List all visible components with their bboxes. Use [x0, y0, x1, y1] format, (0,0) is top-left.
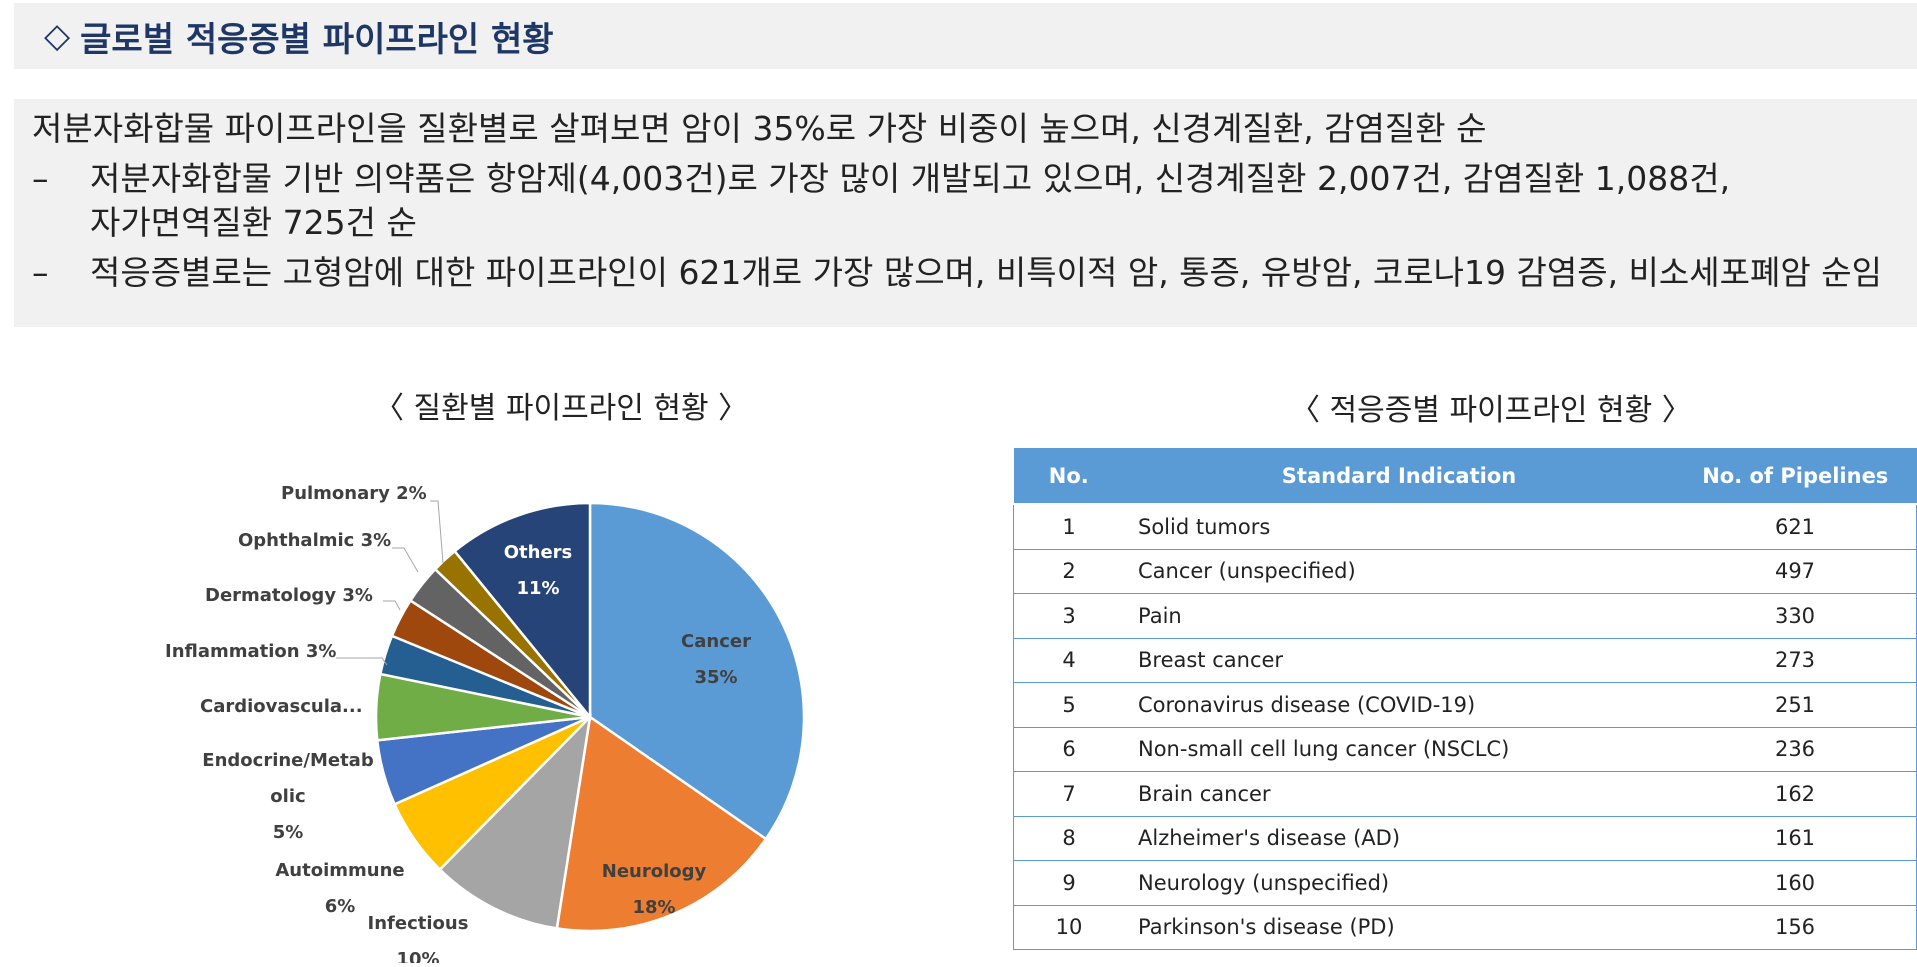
- pie-label-endocrine: Endocrine/Metab: [202, 750, 374, 771]
- pie-label-autoimmune-pct: 6%: [325, 896, 356, 917]
- row-pipelines: 330: [1674, 593, 1917, 639]
- row-number: 7: [1013, 771, 1124, 817]
- pie-label-ophthalmic: Ophthalmic 3%: [238, 530, 391, 551]
- row-number: 10: [1013, 905, 1124, 950]
- summary-box: 저분자화합물 파이프라인을 질환별로 살펴보면 암이 35%로 가장 비중이 높…: [14, 99, 1917, 327]
- row-indication: Neurology (unspecified): [1124, 860, 1674, 906]
- row-number: 3: [1013, 593, 1124, 639]
- table-row: 10 Parkinson's disease (PD) 156: [1013, 905, 1917, 950]
- pie-slice-neurology: [555, 714, 768, 933]
- row-indication: Coronavirus disease (COVID-19): [1124, 682, 1674, 728]
- row-pipelines: 156: [1674, 905, 1917, 950]
- bullet-line: 자가면역질환 725건 순: [90, 203, 417, 242]
- row-pipelines: 621: [1674, 504, 1917, 550]
- row-number: 9: [1013, 860, 1124, 906]
- table-row: 1 Solid tumors 621: [1013, 504, 1917, 550]
- row-number: 6: [1013, 727, 1124, 772]
- bullet-dash: –: [32, 253, 49, 292]
- table-row: 9 Neurology (unspecified) 160: [1013, 860, 1917, 906]
- pie-label-neurology: Neurology: [602, 861, 707, 882]
- summary-bullet: – 저분자화합물 기반 의약품은 항암제(4,003건)로 가장 많이 개발되고…: [32, 157, 1917, 245]
- pie-label-neurology-pct: 18%: [632, 897, 675, 918]
- row-indication: Pain: [1124, 593, 1674, 639]
- row-indication: Solid tumors: [1124, 504, 1674, 550]
- bullet-line: 저분자화합물 기반 의약품은 항암제(4,003건)로 가장 많이 개발되고 있…: [90, 159, 1731, 198]
- diamond-icon: ◇: [44, 16, 71, 56]
- pie-label-infectious-pct: 10%: [396, 949, 439, 963]
- pie-label-autoimmune: Autoimmune: [275, 860, 404, 881]
- col-header-indication: Standard Indication: [1124, 448, 1674, 505]
- pie-label-dermatology: Dermatology 3%: [205, 585, 373, 606]
- row-number: 2: [1013, 549, 1124, 594]
- pie-label-cardiovascular: Cardiovascula...: [200, 696, 363, 717]
- pie-label-others-pct: 11%: [516, 578, 559, 599]
- pie-label-inflammation: Inflammation 3%: [165, 641, 336, 662]
- leader-line: [336, 657, 388, 666]
- row-indication: Parkinson's disease (PD): [1124, 905, 1674, 950]
- pie-label-endocrine-pct: 5%: [273, 822, 304, 843]
- page-header: ◇ 글로벌 적응증별 파이프라인 현황: [14, 3, 1917, 69]
- table-row: 5 Coronavirus disease (COVID-19) 251: [1013, 682, 1917, 728]
- pie-label-cancer-pct: 35%: [694, 667, 737, 688]
- row-pipelines: 160: [1674, 860, 1917, 906]
- table-row: 6 Non-small cell lung cancer (NSCLC) 236: [1013, 727, 1917, 772]
- row-pipelines: 161: [1674, 816, 1917, 861]
- row-number: 4: [1013, 638, 1124, 683]
- row-indication: Alzheimer's disease (AD): [1124, 816, 1674, 861]
- indication-table: No. Standard Indication No. of Pipelines…: [1013, 448, 1917, 950]
- col-header-pipelines: No. of Pipelines: [1674, 448, 1917, 505]
- row-number: 8: [1013, 816, 1124, 861]
- pie-chart-caption: 〈 질환별 파이프라인 현황 〉: [374, 391, 749, 426]
- row-indication: Breast cancer: [1124, 638, 1674, 683]
- summary-headline: 저분자화합물 파이프라인을 질환별로 살펴보면 암이 35%로 가장 비중이 높…: [32, 109, 1487, 148]
- bullet-dash: –: [32, 159, 49, 198]
- table-row: 4 Breast cancer 273: [1013, 638, 1917, 683]
- pie-label-cancer: Cancer: [681, 631, 751, 652]
- table-row: 3 Pain 330: [1013, 593, 1917, 639]
- pie-slice-cancer: [588, 501, 806, 841]
- row-number: 5: [1013, 682, 1124, 728]
- pie-label-others: Others: [504, 542, 573, 563]
- pie-label-infectious: Infectious: [368, 913, 469, 934]
- row-pipelines: 273: [1674, 638, 1917, 683]
- pie-chart-svg: Cancer 35% Neurology 18% Others 11% Infectious…: [165, 483, 806, 967]
- row-number: 1: [1013, 504, 1124, 550]
- table-row: 7 Brain cancer 162: [1013, 771, 1917, 817]
- row-pipelines: 162: [1674, 771, 1917, 817]
- col-header-no: No.: [1013, 448, 1124, 505]
- summary-bullet: – 적응증별로는 고형암에 대한 파이프라인이 621개로 가장 많으며, 비특…: [32, 251, 1917, 295]
- page-title: 글로벌 적응증별 파이프라인 현황: [80, 19, 554, 60]
- row-pipelines: 236: [1674, 727, 1917, 772]
- bullet-line: 적응증별로는 고형암에 대한 파이프라인이 621개로 가장 많으며, 비특이적…: [90, 253, 1882, 292]
- pie-slice-infectious: [438, 713, 592, 930]
- table-header-row: No. Standard Indication No. of Pipelines: [1013, 448, 1917, 505]
- leader-line: [430, 500, 444, 564]
- leader-line: [383, 600, 401, 611]
- row-pipelines: 251: [1674, 682, 1917, 728]
- row-indication: Non-small cell lung cancer (NSCLC): [1124, 727, 1674, 772]
- table-row: 8 Alzheimer's disease (AD) 161: [1013, 816, 1917, 861]
- row-indication: Brain cancer: [1124, 771, 1674, 817]
- pie-chart: Cancer 35% Neurology 18% Others 11% Infectious…: [0, 460, 900, 967]
- pie-label-pulmonary: Pulmonary 2%: [281, 483, 427, 504]
- leader-line: [392, 547, 419, 573]
- row-indication: Cancer (unspecified): [1124, 549, 1674, 594]
- table-row: 2 Cancer (unspecified) 497: [1013, 549, 1917, 594]
- pie-label-endocrine-cont: olic: [270, 786, 305, 807]
- row-pipelines: 497: [1674, 549, 1917, 594]
- pie-slice-others: [452, 501, 592, 721]
- table-caption: 〈 적응증별 파이프라인 현황 〉: [1290, 393, 1692, 428]
